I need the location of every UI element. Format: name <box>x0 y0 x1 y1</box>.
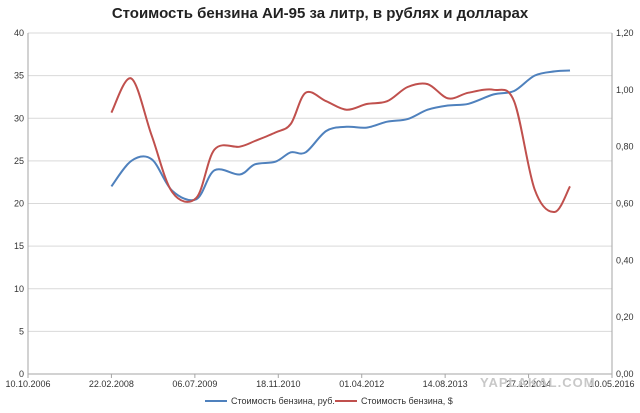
x-tick-label: 18.11.2010 <box>256 379 300 389</box>
series-layer <box>110 69 571 214</box>
data-point <box>386 100 388 102</box>
data-point <box>447 104 449 106</box>
data-point <box>553 70 555 72</box>
data-point <box>513 100 515 102</box>
data-point <box>569 185 571 187</box>
data-point <box>304 91 306 93</box>
watermark: YAPLAKAL.COM <box>480 375 596 390</box>
data-point <box>274 161 276 163</box>
data-point <box>467 103 469 105</box>
data-point <box>325 100 327 102</box>
x-tick-label: 01.04.2012 <box>339 379 384 389</box>
y-left-tick-label: 35 <box>14 71 24 81</box>
data-point <box>345 109 347 111</box>
data-point <box>110 185 112 187</box>
data-point <box>426 109 428 111</box>
y-right-ticks: 0,00 0,20 0,40 0,60 0,80 1,00 1,20 <box>616 28 634 379</box>
data-point <box>513 90 515 92</box>
data-point <box>195 197 197 199</box>
data-point <box>304 151 306 153</box>
y-left-tick-label: 30 <box>14 113 24 123</box>
data-point <box>406 86 408 88</box>
data-point <box>386 120 388 122</box>
data-point <box>290 123 292 125</box>
data-point <box>254 163 256 165</box>
y-right-tick-label: 0,00 <box>616 369 634 379</box>
x-tick-label: 10.05.2016 <box>589 379 634 389</box>
data-point <box>406 118 408 120</box>
x-tick-label: 27.12.2014 <box>506 379 551 389</box>
x-ticks: 10.10.2006 22.02.2008 06.07.2009 18.11.2010… <box>5 379 634 389</box>
data-point <box>171 191 173 193</box>
y-left-tick-label: 10 <box>14 284 24 294</box>
data-point <box>130 77 132 79</box>
y-right-tick-label: 0,80 <box>616 142 634 152</box>
data-point <box>366 103 368 105</box>
legend-label: Стоимость бензина, $ <box>361 396 453 406</box>
data-point <box>213 148 215 150</box>
y-left-tick-label: 25 <box>14 156 24 166</box>
data-point <box>254 140 256 142</box>
y-left-tick-label: 0 <box>19 369 24 379</box>
x-tick-label: 22.02.2008 <box>89 379 134 389</box>
y-right-tick-label: 0,40 <box>616 255 634 265</box>
data-point <box>492 89 494 91</box>
y-right-tick-label: 1,20 <box>616 28 634 38</box>
y-right-tick-label: 0,60 <box>616 199 634 209</box>
axes <box>27 33 613 378</box>
chart-title: Стоимость бензина АИ-95 за литр, в рубля… <box>112 5 529 22</box>
data-point <box>110 111 112 113</box>
data-point <box>239 145 241 147</box>
y-left-tick-label: 20 <box>14 199 24 209</box>
data-point <box>274 131 276 133</box>
y-right-tick-label: 0,20 <box>616 312 634 322</box>
x-tick-label: 10.10.2006 <box>5 379 50 389</box>
data-point <box>130 160 132 162</box>
data-point <box>213 169 215 171</box>
legend-label: Стоимость бензина, руб. <box>231 396 335 406</box>
data-point <box>150 134 152 136</box>
data-point <box>447 97 449 99</box>
x-tick-label: 14.08.2013 <box>423 379 468 389</box>
grid <box>28 32 612 375</box>
legend: Стоимость бензина, руб. Стоимость бензина… <box>205 396 453 406</box>
y-left-tick-label: 40 <box>14 28 24 38</box>
data-point <box>533 188 535 190</box>
data-point <box>426 83 428 85</box>
data-point <box>492 93 494 95</box>
series-line-2 <box>110 77 571 214</box>
y-left-tick-label: 5 <box>19 326 24 336</box>
data-point <box>150 158 152 160</box>
data-point <box>325 130 327 132</box>
data-point <box>239 173 241 175</box>
y-right-tick-label: 1,00 <box>616 85 634 95</box>
data-point <box>290 151 292 153</box>
data-point <box>345 126 347 128</box>
y-left-ticks: 0 5 10 15 20 25 30 35 40 <box>14 28 24 379</box>
data-point <box>553 211 555 213</box>
x-tick-label: 06.07.2009 <box>172 379 217 389</box>
data-point <box>569 69 571 71</box>
y-left-tick-label: 15 <box>14 241 24 251</box>
data-point <box>533 74 535 76</box>
data-point <box>366 126 368 128</box>
data-point <box>467 91 469 93</box>
